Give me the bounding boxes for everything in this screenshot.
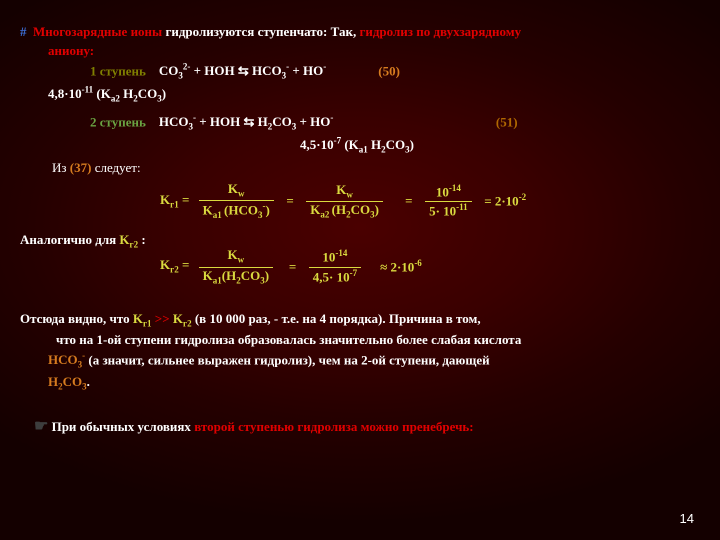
conclusion-2: что на 1-ой ступени гидролиза образовала… (20, 332, 700, 349)
step1-label: 1 ступень (90, 63, 146, 78)
step2-eq: HCO3- + HOH ⇆ H2CO3 + HO- (159, 114, 334, 129)
txt-hydrolyze: гидролизуются ступенчато: Так, (162, 24, 359, 39)
txt-by-dianion: гидролиз по двухзарядному (359, 24, 521, 39)
txt-multicharge: Многозарядные ионы (33, 24, 162, 39)
step2-const: 4,5·10-7 (Ka1 H2CO3) (300, 137, 414, 152)
kr1-equation: Kг1 = KwKa1 (HCO3-) = KwKa2 (H2CO3) = 10… (160, 181, 700, 222)
conclusion-3: HCO3- (а значит, сильнее выражен гидроли… (20, 351, 700, 372)
hash-icon: # (20, 24, 27, 39)
conclusion-1: Отсюда видно, что Kг1 >> Kг2 (в 10 000 р… (20, 311, 700, 330)
slide-body: # Многозарядные ионы гидролизуются ступе… (0, 0, 720, 438)
step1-line: 1 ступень CO32- + HOH ⇆ HCO3- + HO- (50) (20, 62, 700, 83)
line-1: # Многозарядные ионы гидролизуются ступе… (20, 24, 700, 41)
final-note: ☛ При обычных условиях второй ступенью г… (20, 417, 700, 438)
hand-icon: ☛ (34, 418, 48, 435)
step2-label: 2 ступень (90, 114, 146, 129)
slide-number: 14 (680, 511, 694, 526)
conclusion-4: H2CO3. (20, 374, 700, 393)
kr2-equation: Kг2 = KwKa1(H2CO3) = 10-144,5· 10-7 ≈ 2·… (160, 247, 700, 287)
step1-eq: CO32- + HOH ⇆ HCO3- + HO- (159, 63, 326, 78)
eq-num-51: (51) (496, 114, 518, 129)
txt-anion: аниону: (48, 43, 94, 58)
step1-const: 4,8·10-11 (Ka2 H2CO3) (48, 86, 166, 101)
from-37: Из (37) следует: (52, 160, 141, 175)
step2-line: 2 ступень HCO3- + HOH ⇆ H2CO3 + HO- (51) (20, 113, 700, 134)
eq-num-50: (50) (378, 63, 400, 78)
